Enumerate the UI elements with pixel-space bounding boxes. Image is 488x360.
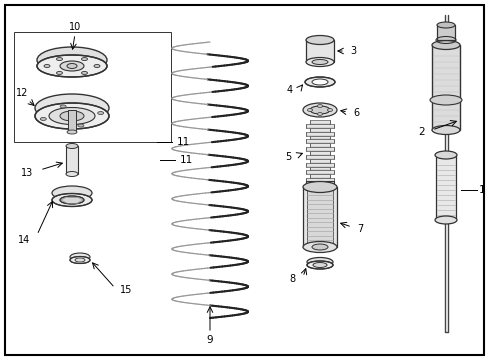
Ellipse shape bbox=[60, 111, 84, 121]
Bar bbox=[309, 143, 329, 147]
Ellipse shape bbox=[306, 261, 332, 269]
Ellipse shape bbox=[429, 95, 461, 105]
Text: 15: 15 bbox=[120, 285, 132, 295]
Bar bbox=[305, 124, 333, 128]
Bar bbox=[306, 190, 332, 244]
Ellipse shape bbox=[431, 126, 459, 135]
Text: 9: 9 bbox=[206, 335, 213, 345]
Bar bbox=[431, 45, 459, 130]
Text: 11: 11 bbox=[180, 155, 193, 165]
Text: 10: 10 bbox=[69, 22, 81, 32]
Bar bbox=[68, 110, 76, 132]
Bar bbox=[303, 187, 336, 247]
Ellipse shape bbox=[303, 103, 336, 117]
Ellipse shape bbox=[303, 242, 336, 252]
Text: 2: 2 bbox=[418, 127, 424, 137]
Ellipse shape bbox=[312, 262, 326, 267]
Ellipse shape bbox=[70, 253, 90, 261]
Ellipse shape bbox=[57, 71, 62, 75]
Ellipse shape bbox=[37, 47, 107, 73]
Bar bbox=[309, 135, 329, 139]
Text: 7: 7 bbox=[356, 224, 363, 234]
Ellipse shape bbox=[317, 112, 322, 116]
Text: 13: 13 bbox=[20, 168, 33, 178]
Ellipse shape bbox=[434, 151, 456, 159]
Ellipse shape bbox=[75, 258, 85, 262]
Ellipse shape bbox=[67, 63, 77, 68]
Bar bbox=[305, 147, 333, 151]
Ellipse shape bbox=[305, 36, 333, 45]
Bar bbox=[435, 155, 455, 220]
Bar bbox=[305, 170, 333, 174]
Ellipse shape bbox=[60, 61, 84, 71]
Ellipse shape bbox=[303, 181, 336, 193]
Bar bbox=[305, 163, 333, 166]
Ellipse shape bbox=[306, 257, 332, 266]
Ellipse shape bbox=[311, 79, 327, 85]
Bar bbox=[14, 32, 171, 142]
Ellipse shape bbox=[52, 194, 92, 207]
Bar bbox=[305, 139, 333, 143]
Ellipse shape bbox=[98, 112, 103, 114]
Text: 4: 4 bbox=[286, 85, 292, 95]
Ellipse shape bbox=[66, 144, 78, 149]
Ellipse shape bbox=[436, 22, 454, 28]
Ellipse shape bbox=[57, 58, 62, 60]
Text: 12: 12 bbox=[16, 88, 28, 98]
Bar bbox=[305, 155, 333, 159]
Ellipse shape bbox=[52, 186, 92, 200]
Ellipse shape bbox=[60, 105, 66, 108]
Ellipse shape bbox=[35, 103, 109, 129]
Bar bbox=[436, 25, 454, 40]
Ellipse shape bbox=[307, 108, 312, 112]
Ellipse shape bbox=[311, 59, 327, 64]
Bar bbox=[305, 181, 333, 188]
Ellipse shape bbox=[37, 55, 107, 77]
Ellipse shape bbox=[70, 256, 90, 264]
Text: 3: 3 bbox=[349, 46, 355, 56]
Ellipse shape bbox=[35, 94, 109, 122]
Bar bbox=[305, 132, 333, 135]
Ellipse shape bbox=[305, 58, 333, 67]
Text: 6: 6 bbox=[352, 108, 358, 118]
Bar bbox=[309, 120, 329, 124]
Text: 1: 1 bbox=[478, 185, 485, 195]
Text: 5: 5 bbox=[284, 152, 290, 162]
Ellipse shape bbox=[44, 64, 50, 68]
Bar bbox=[66, 146, 78, 174]
Text: 11: 11 bbox=[177, 137, 190, 147]
Text: 8: 8 bbox=[289, 274, 295, 284]
Ellipse shape bbox=[78, 124, 84, 127]
Ellipse shape bbox=[81, 71, 87, 75]
Ellipse shape bbox=[60, 196, 84, 204]
Bar bbox=[309, 159, 329, 163]
Ellipse shape bbox=[94, 64, 100, 68]
Bar bbox=[309, 174, 329, 178]
Ellipse shape bbox=[311, 244, 327, 250]
Ellipse shape bbox=[66, 171, 78, 176]
Text: 14: 14 bbox=[18, 235, 30, 245]
Ellipse shape bbox=[49, 108, 95, 125]
Bar bbox=[309, 128, 329, 132]
Bar bbox=[309, 151, 329, 155]
Bar bbox=[305, 178, 333, 182]
Ellipse shape bbox=[67, 130, 77, 134]
Bar bbox=[305, 40, 333, 62]
Ellipse shape bbox=[40, 117, 46, 121]
Ellipse shape bbox=[317, 104, 322, 108]
Ellipse shape bbox=[434, 216, 456, 224]
Ellipse shape bbox=[431, 41, 459, 50]
Bar bbox=[309, 166, 329, 170]
Ellipse shape bbox=[327, 108, 332, 112]
Ellipse shape bbox=[309, 106, 329, 114]
Ellipse shape bbox=[305, 185, 333, 192]
Ellipse shape bbox=[81, 58, 87, 60]
Ellipse shape bbox=[305, 77, 334, 87]
